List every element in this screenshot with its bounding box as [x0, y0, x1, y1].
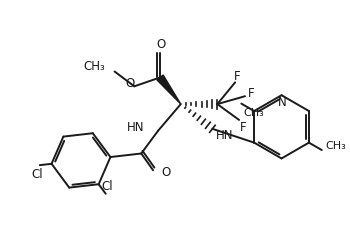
Text: O: O: [161, 165, 170, 178]
Text: CH₃: CH₃: [243, 107, 264, 117]
Text: O: O: [156, 38, 166, 51]
Text: HN: HN: [216, 129, 234, 142]
Text: F: F: [247, 86, 254, 99]
Text: Cl: Cl: [101, 180, 112, 192]
Text: F: F: [240, 121, 246, 134]
Text: CH₃: CH₃: [83, 60, 105, 73]
Text: Cl: Cl: [31, 167, 43, 180]
Text: N: N: [278, 95, 287, 108]
Text: F: F: [234, 70, 240, 83]
Polygon shape: [157, 76, 181, 105]
Text: HN: HN: [127, 121, 144, 134]
Text: O: O: [126, 76, 135, 89]
Text: CH₃: CH₃: [326, 141, 346, 151]
